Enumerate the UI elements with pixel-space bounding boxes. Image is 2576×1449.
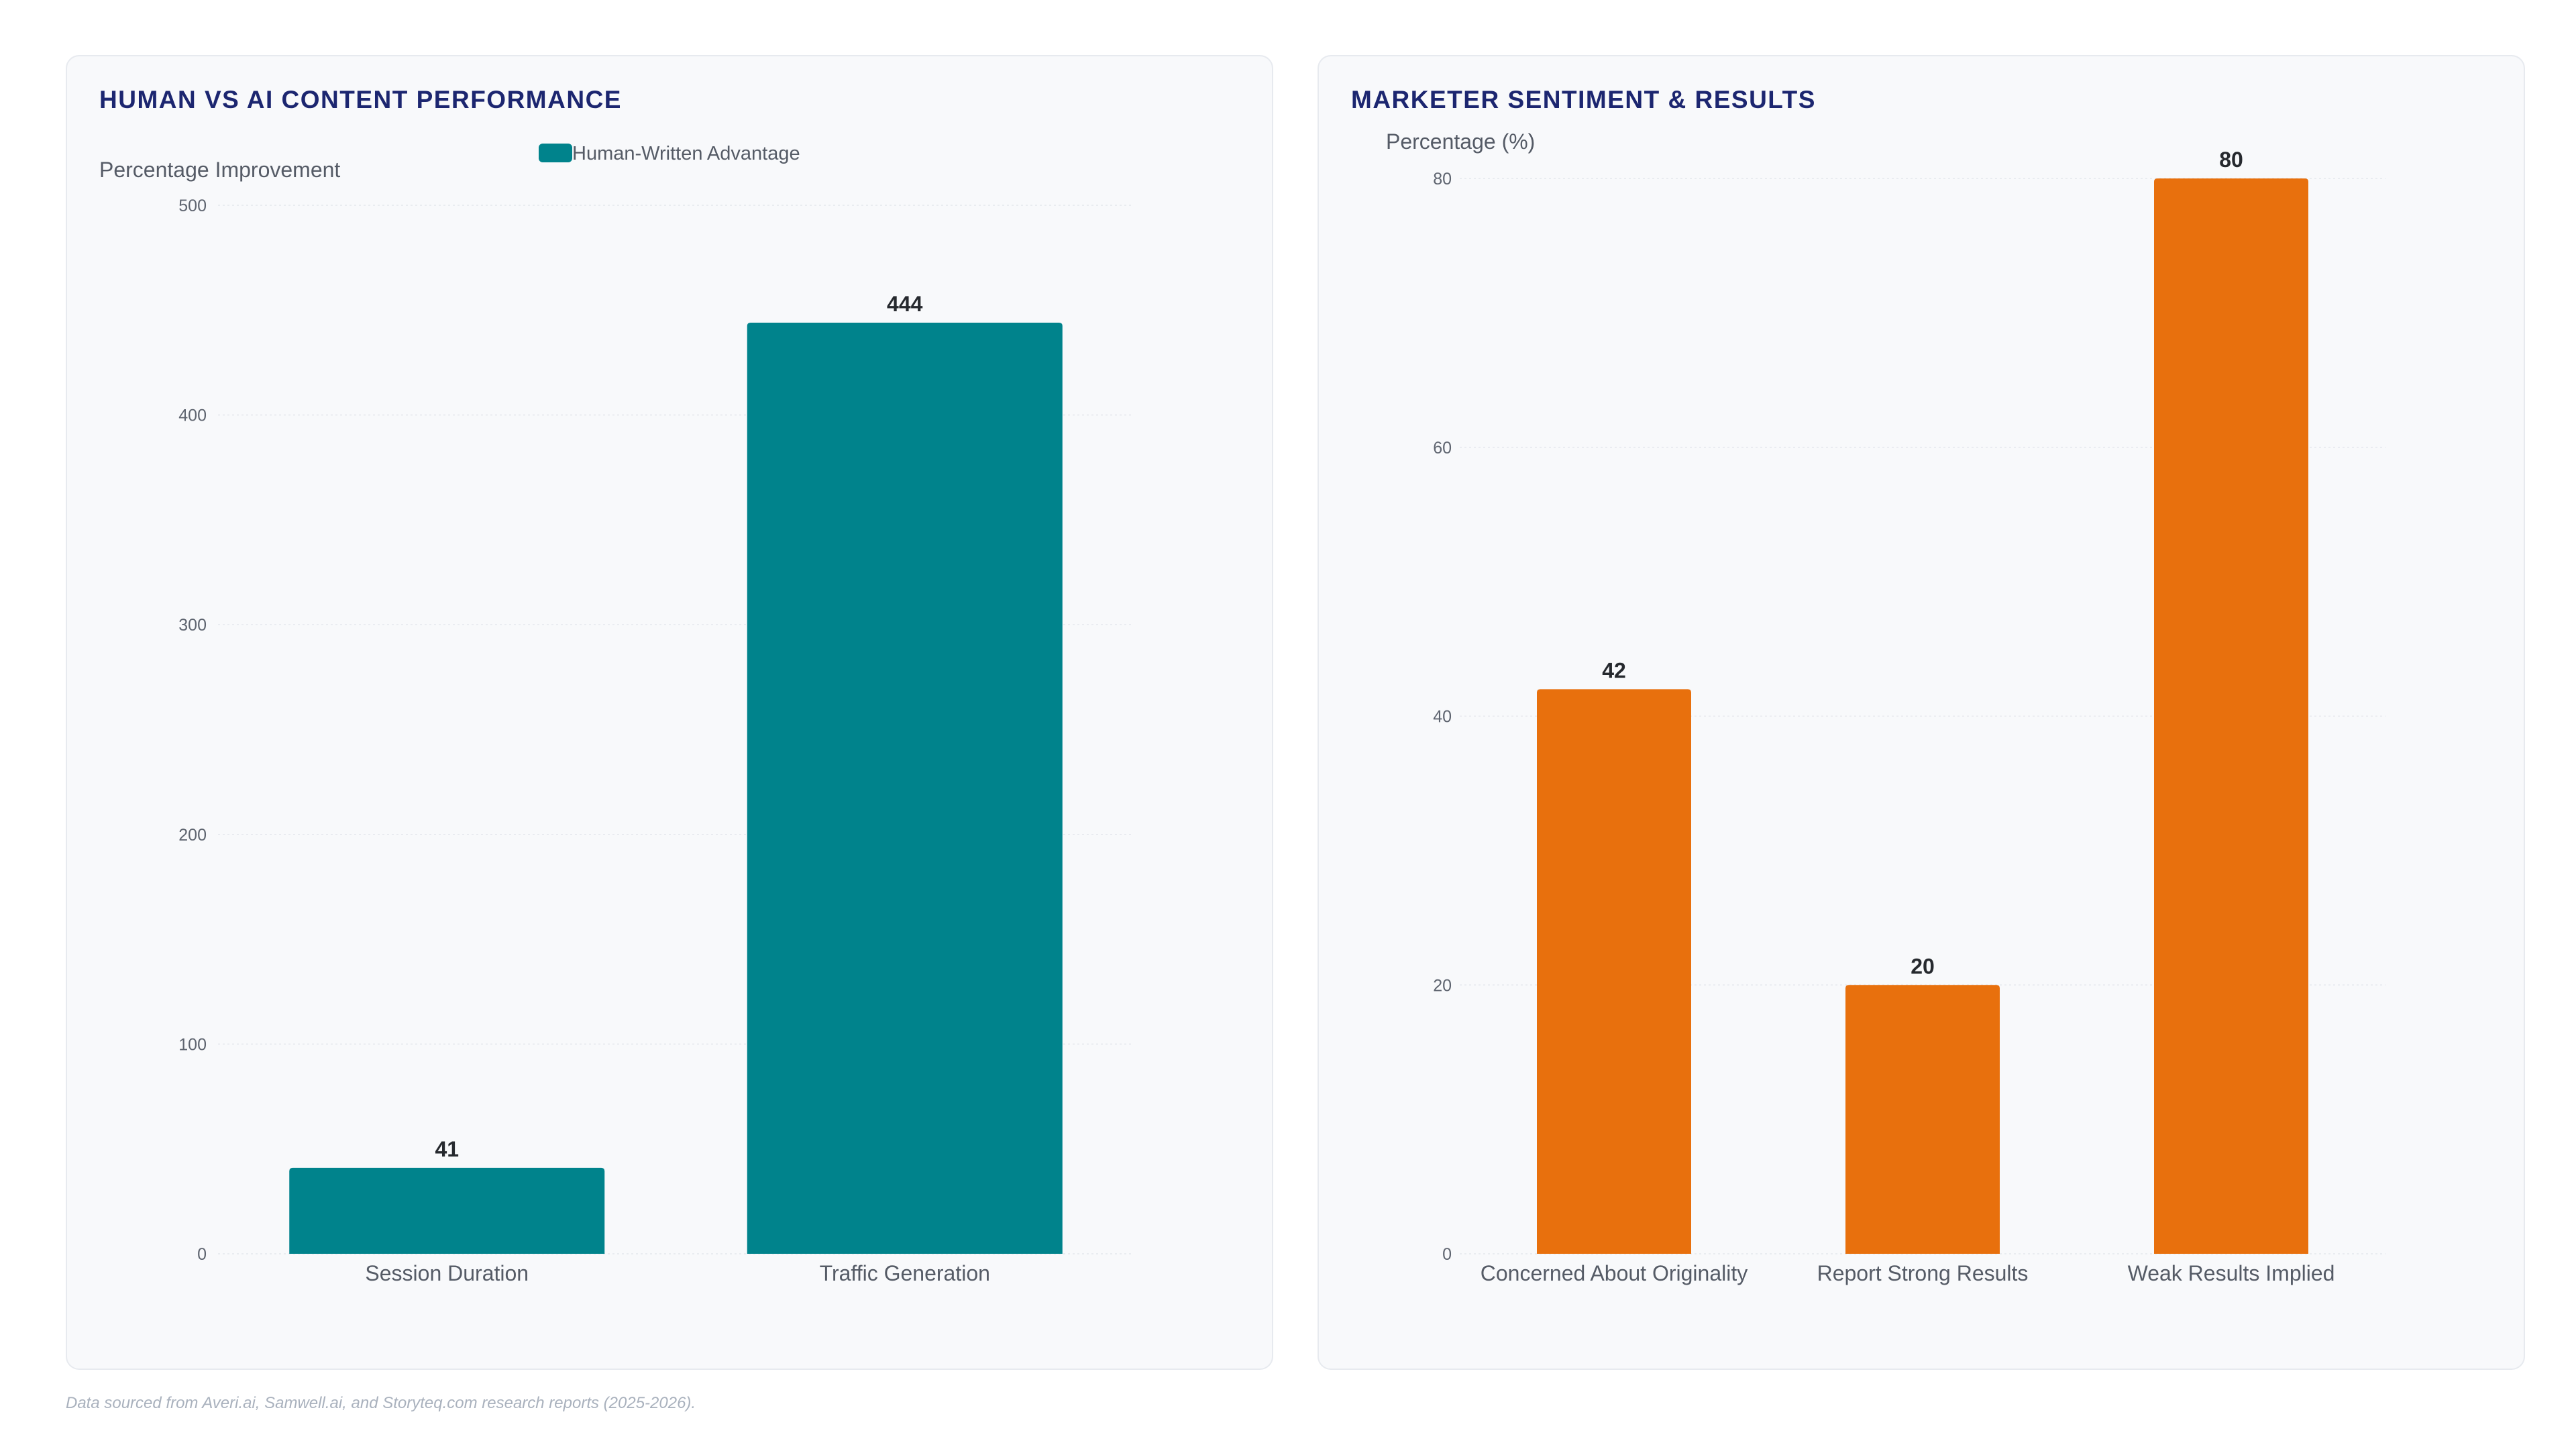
x-category-label: Report Strong Results bbox=[1817, 1261, 2029, 1285]
y-tick-label: 100 bbox=[178, 1035, 207, 1054]
y-tick-label: 0 bbox=[1442, 1245, 1452, 1264]
bar-value-label: 42 bbox=[1602, 658, 1626, 682]
x-category-label: Concerned About Originality bbox=[1481, 1261, 1748, 1285]
bar bbox=[289, 1167, 605, 1254]
bar bbox=[1537, 689, 1691, 1254]
bar-value-label: 444 bbox=[887, 292, 923, 316]
bar-value-label: 80 bbox=[2219, 148, 2243, 172]
y-tick-label: 500 bbox=[178, 197, 207, 215]
bar-value-label: 41 bbox=[435, 1137, 459, 1161]
y-tick-label: 400 bbox=[178, 407, 207, 425]
x-category-label: Session Duration bbox=[365, 1261, 529, 1285]
chart-title: MARKETER SENTIMENT & RESULTS bbox=[1351, 86, 1816, 113]
legend-swatch bbox=[539, 144, 572, 162]
y-axis-label: Percentage Improvement bbox=[99, 158, 340, 182]
y-tick-label: 80 bbox=[1433, 170, 1452, 189]
y-tick-label: 300 bbox=[178, 616, 207, 635]
performance-bar-chart: 0 100 200 300 400 500 Percentage Improvement Hu… bbox=[99, 143, 1134, 1285]
legend-label: Human-Written Advantage bbox=[572, 143, 800, 164]
y-tick-label: 0 bbox=[197, 1245, 207, 1264]
y-tick-label: 60 bbox=[1433, 439, 1452, 458]
data-source-note: Data sourced from Averi.ai, Samwell.ai, … bbox=[66, 1394, 696, 1412]
chart-card-marketer-sentiment: MARKETER SENTIMENT & RESULTS 0 20 40 60 80 Pe… bbox=[1318, 55, 2525, 1370]
x-category-label: Traffic Generation bbox=[820, 1261, 990, 1285]
bar bbox=[747, 323, 1063, 1254]
y-tick-label: 20 bbox=[1433, 976, 1452, 995]
bar bbox=[1845, 985, 2000, 1254]
bar bbox=[2154, 178, 2308, 1254]
chart-card-content-performance: HUMAN VS AI CONTENT PERFORMANCE 0 100 200 3… bbox=[66, 55, 1273, 1370]
y-tick-label: 40 bbox=[1433, 708, 1452, 727]
y-tick-label: 200 bbox=[178, 826, 207, 845]
x-category-label: Weak Results Implied bbox=[2128, 1261, 2335, 1285]
sentiment-bar-chart: 0 20 40 60 80 Percentage (%) 42 Concerned About… bbox=[1386, 129, 2385, 1285]
bar-value-label: 20 bbox=[1911, 954, 1935, 978]
chart-title: HUMAN VS AI CONTENT PERFORMANCE bbox=[99, 86, 622, 113]
y-axis-label: Percentage (%) bbox=[1386, 129, 1535, 154]
